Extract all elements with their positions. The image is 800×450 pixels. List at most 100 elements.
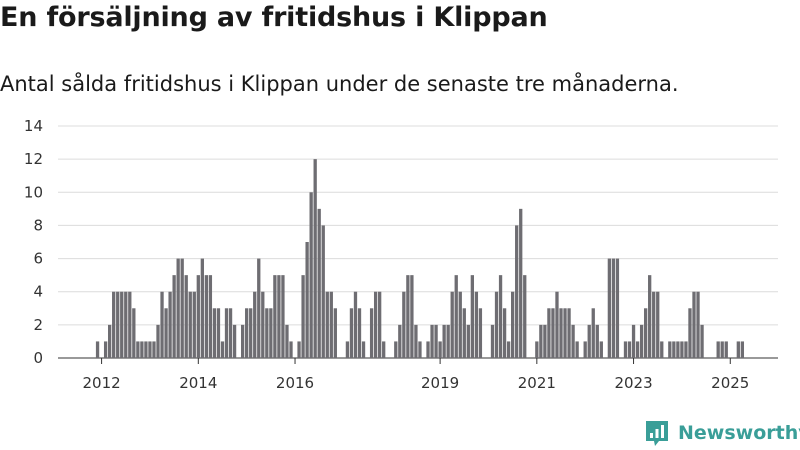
bar bbox=[249, 308, 253, 358]
bar bbox=[172, 275, 176, 358]
bar bbox=[740, 341, 745, 358]
bar bbox=[261, 291, 265, 358]
bar bbox=[502, 308, 507, 358]
bar bbox=[313, 159, 317, 358]
bar bbox=[200, 258, 204, 358]
bar bbox=[587, 324, 591, 358]
bar bbox=[688, 308, 692, 358]
bar bbox=[108, 324, 112, 358]
bar bbox=[555, 291, 559, 358]
bar bbox=[716, 341, 720, 358]
x-axis-ticks: 2012 2014 2016 2019 2021 2023 2025 bbox=[82, 358, 749, 392]
bar bbox=[571, 324, 575, 358]
bar bbox=[180, 258, 184, 358]
chart-title: En försäljning av fritidshus i Klippan bbox=[0, 2, 548, 33]
bar bbox=[523, 275, 527, 358]
bar bbox=[611, 258, 616, 358]
bar bbox=[232, 324, 237, 358]
bar bbox=[458, 291, 462, 358]
bar bbox=[333, 308, 337, 358]
bar bbox=[599, 341, 603, 358]
x-tick-label: 2025 bbox=[711, 374, 749, 392]
bar bbox=[700, 324, 704, 358]
bar bbox=[660, 341, 664, 358]
bar bbox=[402, 291, 406, 358]
bar bbox=[273, 275, 277, 358]
bar bbox=[378, 291, 382, 358]
data-label: 1 bbox=[750, 110, 760, 114]
bar bbox=[442, 324, 446, 358]
bar bbox=[281, 275, 285, 358]
bar bbox=[551, 308, 555, 358]
y-tick-label: 14 bbox=[24, 117, 43, 135]
bar bbox=[607, 258, 612, 358]
chart-subtitle: Antal sålda fritidshus i Klippan under d… bbox=[0, 72, 679, 96]
bar bbox=[511, 291, 515, 358]
bar bbox=[672, 341, 676, 358]
bars bbox=[95, 159, 745, 358]
bar bbox=[240, 324, 245, 358]
bar bbox=[369, 308, 374, 358]
bar bbox=[224, 308, 229, 358]
bar bbox=[212, 308, 217, 358]
bar bbox=[136, 341, 140, 358]
bar bbox=[631, 324, 636, 358]
bar bbox=[462, 308, 466, 358]
bar bbox=[559, 308, 563, 358]
bar bbox=[430, 324, 434, 358]
bar bbox=[176, 258, 180, 358]
bar bbox=[120, 291, 124, 358]
newsworthy-logo-icon bbox=[646, 421, 668, 446]
bar bbox=[164, 308, 168, 358]
bar bbox=[132, 308, 136, 358]
bar bbox=[720, 341, 724, 358]
bar bbox=[494, 291, 499, 358]
bar bbox=[253, 291, 257, 358]
bar bbox=[406, 275, 410, 358]
bar bbox=[692, 291, 696, 358]
x-tick-label: 2023 bbox=[614, 374, 652, 392]
y-tick-label: 12 bbox=[24, 150, 43, 168]
bar bbox=[639, 324, 644, 358]
bar bbox=[498, 275, 503, 358]
bar bbox=[382, 341, 386, 358]
bar bbox=[591, 308, 595, 358]
bar bbox=[103, 341, 108, 358]
bar bbox=[353, 291, 358, 358]
bar bbox=[184, 275, 188, 358]
bar bbox=[124, 291, 128, 358]
bar bbox=[680, 341, 684, 358]
bar bbox=[490, 324, 495, 358]
bar bbox=[470, 275, 474, 358]
bar bbox=[627, 341, 632, 358]
annotations: 1 bbox=[750, 110, 760, 114]
bar bbox=[160, 291, 164, 358]
bar bbox=[289, 341, 293, 358]
bar bbox=[357, 308, 362, 358]
bar bbox=[116, 291, 120, 358]
y-tick-label: 6 bbox=[33, 250, 43, 268]
bar bbox=[95, 341, 100, 358]
x-tick-label: 2012 bbox=[82, 374, 120, 392]
x-tick-label: 2021 bbox=[518, 374, 556, 392]
bar bbox=[724, 341, 728, 358]
bar bbox=[349, 308, 354, 358]
bar bbox=[595, 324, 599, 358]
bar bbox=[394, 341, 398, 358]
bar bbox=[635, 341, 640, 358]
bar bbox=[220, 341, 225, 358]
bar bbox=[615, 258, 620, 358]
x-tick-label: 2016 bbox=[276, 374, 314, 392]
bar bbox=[265, 308, 269, 358]
bar bbox=[656, 291, 660, 358]
y-axis-ticks: 0 2 4 6 8 10 12 14 bbox=[24, 117, 43, 367]
bar bbox=[321, 225, 325, 358]
bar bbox=[736, 341, 740, 358]
bar bbox=[438, 341, 442, 358]
y-tick-label: 2 bbox=[33, 316, 43, 334]
bar bbox=[478, 308, 483, 358]
bar bbox=[506, 341, 511, 358]
bar bbox=[418, 341, 422, 358]
bar bbox=[535, 341, 539, 358]
bar bbox=[325, 291, 329, 358]
